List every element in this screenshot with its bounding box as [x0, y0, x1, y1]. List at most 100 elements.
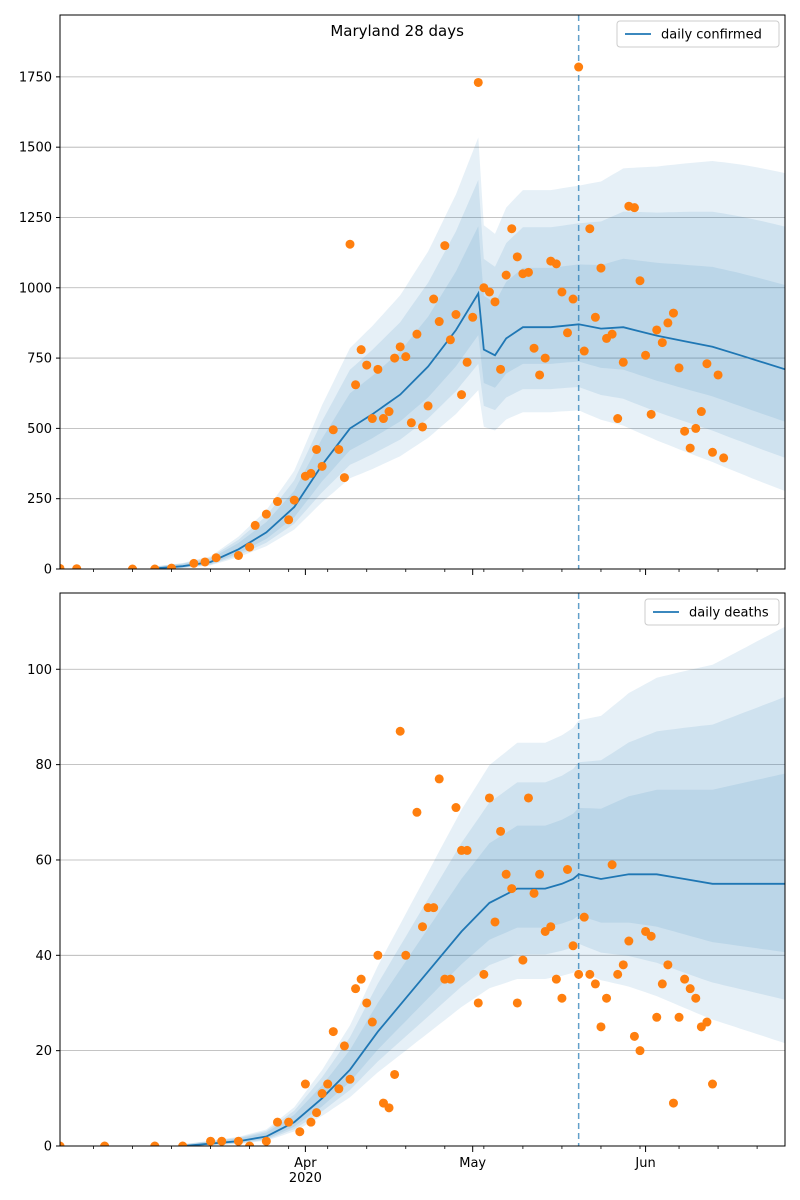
y-tick-label: 1250 — [19, 211, 52, 226]
data-point — [624, 936, 634, 946]
data-point — [390, 353, 400, 363]
data-point — [579, 912, 589, 922]
data-point — [507, 224, 517, 234]
data-point — [479, 969, 489, 979]
data-point — [523, 793, 533, 803]
data-point — [351, 984, 361, 994]
data-point — [523, 267, 533, 277]
data-point — [317, 1089, 327, 1099]
data-point — [708, 447, 717, 457]
data-point — [657, 979, 667, 989]
data-point — [484, 793, 494, 803]
data-point — [501, 869, 511, 879]
data-point — [440, 241, 450, 251]
data-point — [451, 309, 461, 319]
uncertainty-band-1 — [154, 137, 785, 569]
data-point — [200, 557, 210, 567]
uncertainty-bands — [182, 626, 785, 1146]
data-point — [423, 401, 433, 411]
y-tick-label: 60 — [35, 853, 52, 868]
data-point — [546, 922, 556, 932]
data-point — [412, 329, 422, 339]
legend: daily deaths — [644, 598, 780, 626]
uncertainty-band-2 — [182, 696, 785, 1146]
data-point — [367, 1017, 377, 1027]
y-tick-label: 40 — [35, 949, 52, 964]
data-point — [574, 969, 584, 979]
uncertainty-band-3 — [154, 226, 785, 569]
data-point — [373, 950, 383, 960]
data-point — [585, 224, 595, 234]
data-point — [284, 515, 294, 525]
data-point — [406, 418, 416, 428]
data-point — [652, 1012, 662, 1022]
data-point — [334, 1084, 344, 1094]
observed-points — [60, 62, 729, 569]
data-point — [641, 350, 651, 360]
data-point — [445, 335, 455, 345]
data-point — [206, 1136, 216, 1146]
data-point — [401, 352, 411, 362]
data-point — [674, 1012, 684, 1022]
axes-frame — [59, 14, 786, 570]
data-point — [451, 803, 461, 813]
legend-label: daily deaths — [689, 606, 769, 621]
data-point — [367, 414, 377, 424]
x-tick-label: May — [459, 1156, 486, 1171]
uncertainty-band-1 — [182, 626, 785, 1146]
data-point — [602, 993, 612, 1003]
data-point — [613, 414, 623, 424]
x-tick-label: Apr — [294, 1156, 317, 1171]
data-point — [702, 359, 712, 369]
data-point — [607, 329, 617, 339]
data-point — [261, 509, 271, 519]
data-point — [418, 922, 427, 932]
data-point — [646, 409, 656, 419]
data-point — [312, 1108, 322, 1118]
data-point — [390, 1069, 400, 1079]
data-point — [167, 563, 177, 569]
data-point — [652, 325, 662, 335]
chart-title: Maryland 28 days — [330, 22, 464, 40]
data-point — [579, 346, 589, 356]
data-point — [245, 1141, 255, 1146]
data-point — [596, 1022, 606, 1032]
data-point — [535, 370, 545, 380]
data-point — [362, 998, 372, 1008]
data-point — [378, 414, 388, 424]
data-point — [635, 1046, 645, 1056]
y-tick-label: 0 — [44, 563, 52, 578]
data-point — [596, 263, 606, 273]
data-point — [563, 865, 572, 874]
data-point — [557, 287, 567, 297]
data-point — [345, 1074, 355, 1084]
data-point — [473, 77, 483, 87]
data-point — [674, 363, 684, 373]
data-point — [473, 998, 483, 1008]
data-point — [217, 1136, 227, 1146]
data-point — [418, 422, 427, 432]
data-point — [635, 276, 645, 286]
data-point — [585, 969, 595, 979]
legend: daily confirmed — [616, 20, 780, 48]
model-line — [182, 873, 785, 1146]
y-tick-label: 1750 — [19, 70, 52, 85]
data-point — [323, 1079, 333, 1089]
axes-frame — [59, 592, 786, 1147]
data-point — [663, 318, 673, 328]
data-point — [373, 364, 383, 374]
data-point — [60, 1141, 65, 1146]
data-point — [607, 860, 617, 870]
data-point — [680, 974, 690, 984]
data-point — [273, 497, 282, 507]
data-point — [334, 444, 344, 454]
data-point — [250, 520, 260, 530]
data-point — [295, 1127, 305, 1137]
data-point — [490, 297, 500, 307]
data-point — [629, 1031, 639, 1041]
observed-points — [60, 726, 717, 1146]
data-point — [713, 370, 723, 380]
data-point — [540, 353, 550, 363]
data-point — [462, 845, 472, 855]
